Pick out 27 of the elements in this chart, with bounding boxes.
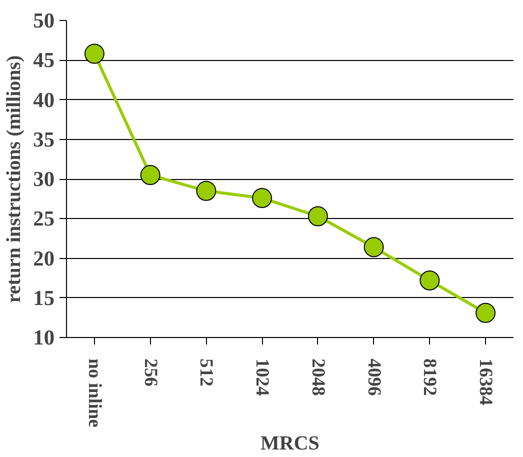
x-tick-label: 2048 (307, 358, 328, 396)
point (364, 237, 384, 258)
point (308, 206, 328, 226)
point (252, 188, 272, 208)
x-tick-label: 8192 (419, 358, 440, 396)
x-axis-title: MRCS (260, 432, 320, 454)
y-tick-label: 30 (33, 167, 54, 191)
y-tick-label: 25 (33, 206, 54, 231)
point (420, 270, 440, 290)
x-tick-label: 16384 (475, 358, 496, 406)
x-tick-label: no inline (84, 358, 105, 428)
x-tick-label: 4096 (363, 358, 384, 396)
y-axis-title: return instructions (millions) (3, 55, 26, 303)
x-tick-label: 256 (140, 358, 161, 386)
y-tick-label: 50 (33, 8, 54, 32)
point (476, 302, 496, 323)
x-tick-label: 1024 (252, 358, 273, 396)
y-tick-label: 15 (33, 286, 54, 310)
point (140, 165, 160, 186)
y-tick-label: 40 (33, 88, 54, 112)
y-tick-label: 10 (33, 326, 54, 350)
x-tick-label: 512 (196, 358, 217, 386)
y-tick-label: 45 (33, 48, 54, 72)
y-tick-label: 35 (33, 127, 54, 152)
point (84, 44, 104, 64)
y-tick-label: 20 (33, 246, 54, 270)
point (196, 180, 216, 201)
